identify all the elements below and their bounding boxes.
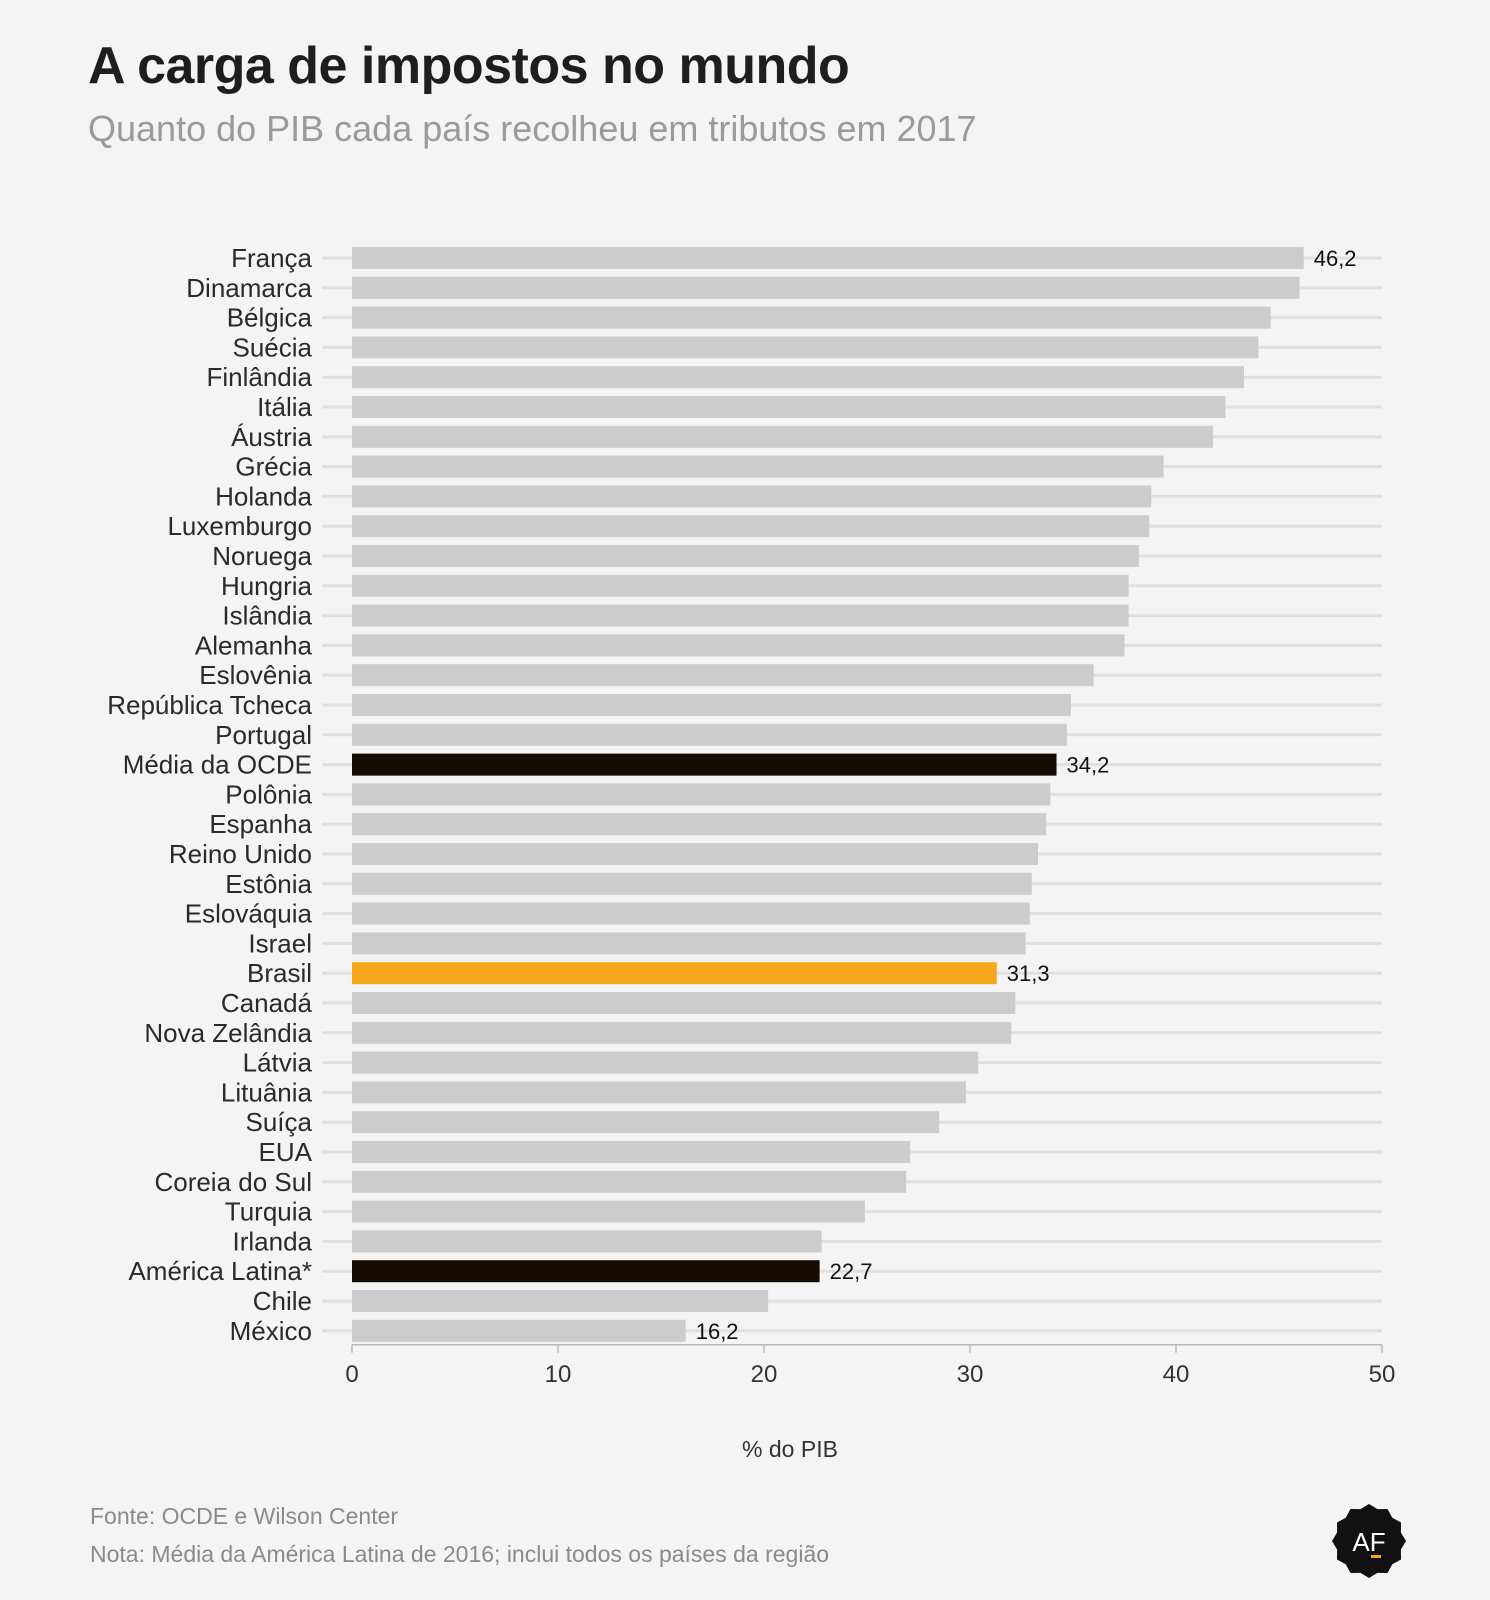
chart-title: A carga de impostos no mundo — [88, 37, 850, 95]
bar-13 — [352, 634, 1125, 657]
category-label: Reino Unido — [169, 839, 312, 869]
bar-33 — [352, 1230, 822, 1253]
x-tick-label: 0 — [345, 1361, 358, 1388]
category-label: Itália — [257, 392, 312, 422]
category-label: Látvia — [243, 1048, 313, 1078]
bar-5 — [352, 396, 1226, 418]
bar-10 — [352, 545, 1139, 567]
category-label: Portugal — [215, 720, 312, 750]
category-label: Noruega — [212, 541, 312, 571]
bar-22 — [352, 902, 1030, 925]
bar-30 — [352, 1141, 911, 1163]
category-label: Suíça — [246, 1107, 313, 1137]
data-label: 46,2 — [1314, 246, 1357, 271]
bar-19 — [352, 813, 1047, 836]
bar-11 — [352, 574, 1129, 597]
logo-text: AF — [1352, 1527, 1385, 1557]
bar-29 — [352, 1111, 940, 1134]
logo-accent — [1371, 1555, 1381, 1558]
data-label: 34,2 — [1067, 753, 1110, 778]
bar-8 — [352, 485, 1152, 508]
x-tick-label: 30 — [957, 1361, 984, 1388]
category-label: Grécia — [235, 452, 312, 482]
category-label: Turquia — [225, 1197, 313, 1227]
bar-12 — [352, 604, 1129, 627]
bar-6 — [352, 425, 1214, 448]
bar-2 — [352, 306, 1271, 329]
bar-32 — [352, 1200, 865, 1223]
category-label: Áustria — [231, 422, 312, 452]
bar-34 — [352, 1260, 820, 1283]
x-tick-label: 40 — [1163, 1361, 1190, 1388]
category-label: Bélgica — [227, 303, 313, 333]
bar-20 — [352, 843, 1038, 865]
bar-1 — [352, 276, 1300, 299]
bar-3 — [352, 336, 1259, 359]
bar-21 — [352, 872, 1032, 895]
bar-36 — [352, 1319, 686, 1342]
category-label: Dinamarca — [186, 273, 312, 303]
data-label: 22,7 — [830, 1259, 873, 1284]
category-label: Suécia — [233, 332, 313, 362]
bar-28 — [352, 1081, 966, 1104]
category-label: Média da OCDE — [123, 750, 312, 780]
category-label: Hungria — [221, 571, 313, 601]
logo-badge-shape — [1332, 1504, 1406, 1578]
category-label: República Tcheca — [107, 690, 312, 720]
category-label: Lituânia — [221, 1077, 313, 1107]
category-label: Eslováquia — [185, 899, 313, 929]
category-label: Finlândia — [206, 362, 312, 392]
category-label: América Latina* — [128, 1256, 312, 1286]
category-label: Islândia — [222, 601, 312, 631]
category-label: Polônia — [225, 779, 312, 809]
bar-16 — [352, 723, 1067, 746]
category-label: Nova Zelândia — [144, 1018, 312, 1048]
bar-26 — [352, 1021, 1012, 1044]
category-label: Eslovênia — [199, 660, 312, 690]
category-label: Irlanda — [233, 1226, 313, 1256]
category-label: Israel — [248, 928, 312, 958]
source-note: Fonte: OCDE e Wilson Center — [90, 1503, 399, 1529]
x-tick-label: 20 — [751, 1361, 778, 1388]
category-label: Coreia do Sul — [154, 1167, 312, 1197]
x-tick-label: 10 — [545, 1361, 572, 1388]
category-label: Chile — [253, 1286, 312, 1316]
category-label: Espanha — [209, 809, 312, 839]
chart-subtitle: Quanto do PIB cada país recolheu em trib… — [88, 108, 977, 149]
category-label: Canadá — [221, 988, 313, 1018]
x-axis-title: % do PIB — [742, 1436, 838, 1462]
category-label: Luxemburgo — [167, 511, 312, 541]
category-label: Holanda — [215, 481, 312, 511]
af-logo: AF — [1332, 1504, 1406, 1578]
x-tick-label: 50 — [1369, 1361, 1396, 1388]
category-label: França — [231, 243, 312, 273]
bar-23 — [352, 932, 1026, 955]
bar-15 — [352, 694, 1071, 716]
bar-27 — [352, 1051, 979, 1074]
data-label: 31,3 — [1007, 961, 1050, 986]
bar-17 — [352, 753, 1057, 776]
bar-31 — [352, 1170, 907, 1193]
bar-9 — [352, 515, 1150, 538]
bar-7 — [352, 455, 1164, 478]
data-label: 16,2 — [696, 1319, 739, 1344]
bar-18 — [352, 783, 1051, 806]
bar-14 — [352, 664, 1094, 687]
category-label: Alemanha — [195, 630, 313, 660]
bar-4 — [352, 366, 1244, 389]
category-label: Estônia — [225, 869, 312, 899]
footnote: Nota: Média da América Latina de 2016; i… — [90, 1541, 830, 1567]
bar-24 — [352, 962, 997, 985]
bar-25 — [352, 992, 1016, 1014]
bar-0 — [352, 247, 1304, 269]
category-label: EUA — [259, 1137, 313, 1167]
category-label: Brasil — [247, 958, 312, 988]
category-label: México — [230, 1316, 312, 1346]
bar-35 — [352, 1290, 769, 1312]
